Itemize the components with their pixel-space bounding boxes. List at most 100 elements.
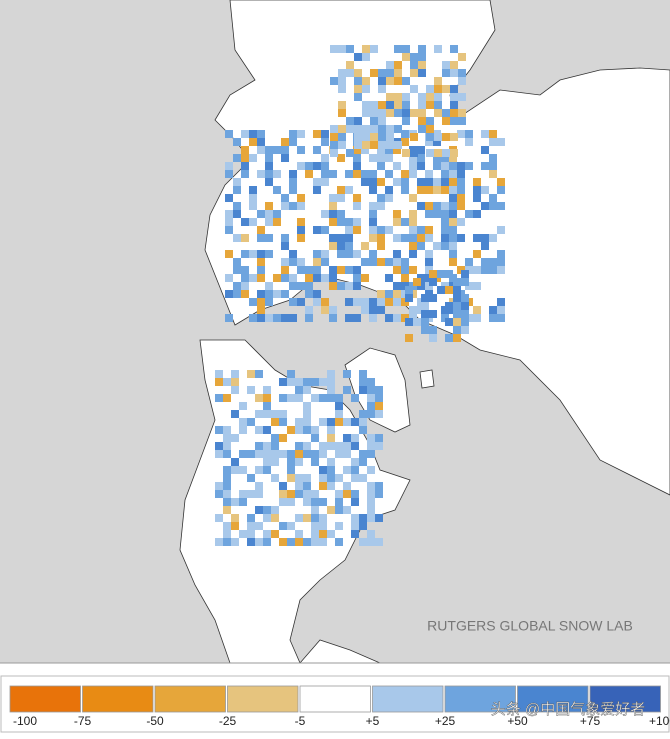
anomaly-cell xyxy=(375,394,383,402)
anomaly-cell xyxy=(231,466,239,474)
anomaly-cell xyxy=(215,370,223,378)
anomaly-cell xyxy=(338,101,346,109)
anomaly-cell xyxy=(311,490,319,498)
anomaly-cell xyxy=(385,258,393,266)
anomaly-cell xyxy=(418,45,426,53)
anomaly-cell xyxy=(319,466,327,474)
anomaly-cell xyxy=(305,170,313,178)
anomaly-cell xyxy=(473,266,481,274)
anomaly-cell xyxy=(362,53,370,61)
anomaly-cell xyxy=(345,170,353,178)
anomaly-cell xyxy=(239,530,247,538)
anomaly-cell xyxy=(461,278,469,286)
anomaly-cell xyxy=(377,194,385,202)
anomaly-cell xyxy=(247,538,255,546)
anomaly-cell xyxy=(241,154,249,162)
anomaly-cell xyxy=(215,378,223,386)
anomaly-cell xyxy=(271,450,279,458)
anomaly-cell xyxy=(453,278,461,286)
anomaly-cell xyxy=(393,162,401,170)
anomaly-cell xyxy=(393,290,401,298)
anomaly-cell xyxy=(367,394,375,402)
anomaly-cell xyxy=(417,146,425,154)
anomaly-cell xyxy=(449,186,457,194)
anomaly-cell xyxy=(367,386,375,394)
anomaly-cell xyxy=(257,266,265,274)
anomaly-cell xyxy=(303,450,311,458)
anomaly-cell xyxy=(421,310,429,318)
anomaly-cell xyxy=(329,170,337,178)
anomaly-cell xyxy=(393,210,401,218)
anomaly-cell xyxy=(225,170,233,178)
anomaly-cell xyxy=(247,490,255,498)
anomaly-cell xyxy=(385,298,393,306)
anomaly-cell xyxy=(405,286,413,294)
anomaly-cell xyxy=(418,53,426,61)
anomaly-cell xyxy=(330,45,338,53)
anomaly-cell xyxy=(346,61,354,69)
anomaly-cell xyxy=(273,146,281,154)
anomaly-cell xyxy=(313,258,321,266)
anomaly-cell xyxy=(461,302,469,310)
anomaly-cell xyxy=(481,202,489,210)
anomaly-cell xyxy=(231,498,239,506)
anomaly-cell xyxy=(353,250,361,258)
anomaly-cell xyxy=(311,426,319,434)
anomaly-cell xyxy=(426,149,434,157)
anomaly-cell xyxy=(297,146,305,154)
anomaly-cell xyxy=(265,210,273,218)
anomaly-cell xyxy=(239,490,247,498)
anomaly-cell xyxy=(265,250,273,258)
anomaly-cell xyxy=(437,270,445,278)
anomaly-cell xyxy=(273,274,281,282)
anomaly-cell xyxy=(247,522,255,530)
anomaly-cell xyxy=(449,170,457,178)
anomaly-cell xyxy=(265,170,273,178)
anomaly-cell xyxy=(281,314,289,322)
anomaly-cell xyxy=(319,474,327,482)
anomaly-cell xyxy=(354,69,362,77)
anomaly-cell xyxy=(359,474,367,482)
anomaly-cell xyxy=(297,162,305,170)
anomaly-cell xyxy=(441,218,449,226)
anomaly-cell xyxy=(465,162,473,170)
anomaly-cell xyxy=(393,258,401,266)
anomaly-cell xyxy=(338,45,346,53)
anomaly-cell xyxy=(367,506,375,514)
anomaly-cell xyxy=(223,466,231,474)
anomaly-cell xyxy=(367,538,375,546)
anomaly-cell xyxy=(453,326,461,334)
anomaly-cell xyxy=(295,378,303,386)
anomaly-cell xyxy=(329,234,337,242)
anomaly-cell xyxy=(313,130,321,138)
anomaly-cell xyxy=(330,133,338,141)
anomaly-cell xyxy=(337,282,345,290)
anomaly-cell xyxy=(394,125,402,133)
anomaly-cell xyxy=(425,226,433,234)
anomaly-cell xyxy=(369,234,377,242)
anomaly-cell xyxy=(225,250,233,258)
anomaly-cell xyxy=(338,77,346,85)
anomaly-cell xyxy=(409,234,417,242)
anomaly-cell xyxy=(453,310,461,318)
anomaly-cell xyxy=(337,154,345,162)
anomaly-cell xyxy=(375,538,383,546)
anomaly-cell xyxy=(449,162,457,170)
legend-label: -100 xyxy=(13,714,37,728)
anomaly-cell xyxy=(249,274,257,282)
anomaly-cell xyxy=(303,538,311,546)
anomaly-cell xyxy=(481,162,489,170)
anomaly-cell xyxy=(441,226,449,234)
anomaly-cell xyxy=(247,530,255,538)
anomaly-cell xyxy=(337,194,345,202)
anomaly-cell xyxy=(313,146,321,154)
legend-swatch xyxy=(154,685,226,713)
anomaly-cell xyxy=(359,426,367,434)
anomaly-cell xyxy=(489,162,497,170)
anomaly-cell xyxy=(489,306,497,314)
anomaly-cell xyxy=(402,101,410,109)
anomaly-cell xyxy=(370,141,378,149)
anomaly-cell xyxy=(257,274,265,282)
anomaly-cell xyxy=(346,125,354,133)
